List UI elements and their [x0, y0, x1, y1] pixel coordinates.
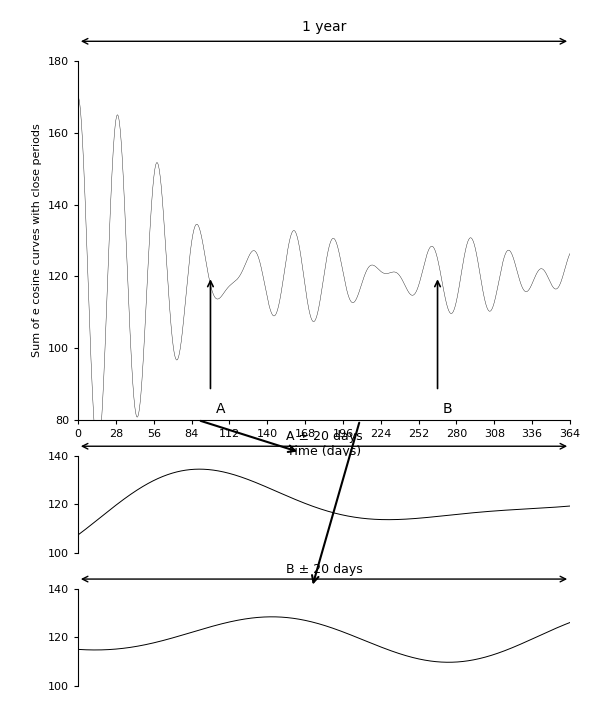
Text: A ± 20 days: A ± 20 days	[286, 430, 362, 443]
Text: 1 year: 1 year	[302, 20, 346, 34]
Y-axis label: Sum of e cosine curves with close periods: Sum of e cosine curves with close period…	[32, 123, 42, 358]
X-axis label: Time (days): Time (days)	[287, 444, 361, 457]
Text: B ± 20 days: B ± 20 days	[286, 563, 362, 576]
Text: B: B	[443, 402, 452, 416]
Text: A: A	[216, 402, 226, 416]
